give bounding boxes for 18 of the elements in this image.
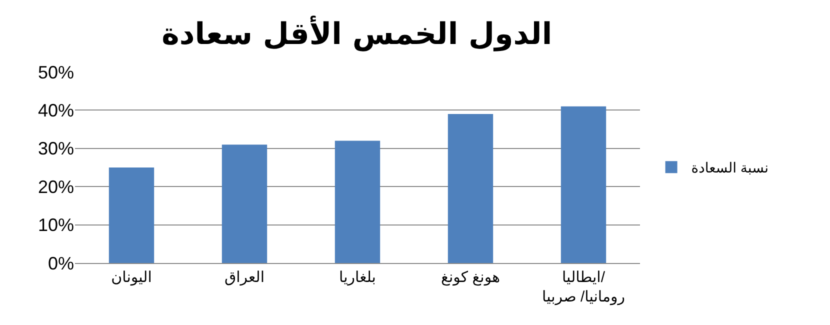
x-tick-label: ايطاليا/ رومانيا/ صربيا [542,269,625,306]
bar [334,140,380,263]
legend-label: نسبة السعادة [691,160,769,176]
x-tick-label: اليونان [111,269,152,286]
bar [108,168,154,263]
y-tick-label: 40% [38,100,74,120]
x-tick-label: بلغاريا [339,269,376,286]
chart-title: الدول الخمس الأقل سعادة [162,14,552,52]
bar [560,106,606,263]
y-tick-label: 50% [38,62,74,82]
y-tick-label: 10% [38,215,74,236]
x-tick-label: هونغ كونغ [440,269,500,286]
x-tick-label: العراق [224,269,265,286]
bar [448,114,494,263]
y-tick-label: 30% [38,138,74,159]
bar [222,144,268,263]
y-tick-label: 20% [38,176,74,197]
y-tick-label: 0% [48,253,74,274]
